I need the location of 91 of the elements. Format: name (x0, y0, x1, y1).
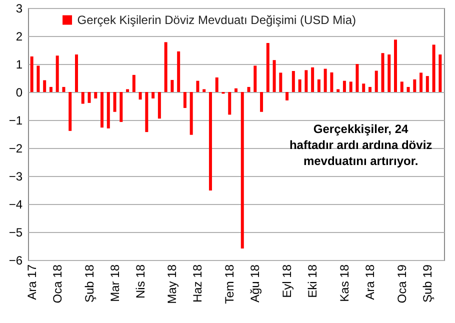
bar (234, 88, 238, 92)
bar (88, 92, 91, 103)
bar (336, 89, 340, 92)
bar (279, 72, 282, 92)
x-tick-label: Ara 18 (362, 264, 377, 300)
bar (342, 80, 346, 92)
y-tick-label: −5 (8, 226, 23, 240)
bar (240, 92, 244, 249)
y-tick-label: −4 (8, 198, 23, 212)
bar (215, 77, 218, 92)
bar (420, 72, 423, 92)
bar (426, 76, 429, 92)
bar (374, 70, 378, 92)
bar (394, 40, 398, 92)
bar (106, 92, 110, 128)
x-tick-label: May 18 (165, 264, 180, 304)
bar (120, 92, 123, 122)
annotation: Gerçekkişiler, 24 haftadır ardı ardına döviz mevduatını artırıyor. (289, 122, 432, 168)
bar (260, 92, 264, 112)
bar (158, 92, 161, 119)
bar (292, 71, 295, 92)
x-tick-label: Oca 18 (50, 264, 64, 304)
bar (356, 64, 359, 92)
bar (413, 79, 416, 92)
bar (381, 53, 384, 92)
bar (330, 72, 334, 92)
x-tick-label: Şub 19 (420, 264, 434, 303)
bar (94, 92, 98, 98)
bar (170, 80, 174, 92)
x-tick-label: Oca 19 (394, 264, 409, 304)
x-tick-label: Ara 17 (24, 264, 39, 300)
bar (36, 66, 40, 92)
x-tick-label: Haz 18 (190, 264, 205, 303)
bar (68, 92, 72, 131)
y-tick-label: −2 (8, 142, 23, 156)
y-tick-label: −6 (8, 254, 23, 268)
bar (228, 92, 232, 115)
bar (145, 92, 148, 132)
bar (183, 92, 186, 108)
bar (49, 86, 52, 92)
x-tick-label: Eki 18 (306, 264, 320, 298)
y-tick-label: 2 (16, 30, 23, 44)
bar (311, 67, 314, 92)
bar (138, 92, 142, 100)
bar (74, 54, 78, 92)
bar (247, 86, 250, 92)
x-tick-label: Ağu 18 (248, 264, 262, 303)
bar (254, 66, 257, 92)
bar (81, 92, 84, 104)
bar (272, 60, 276, 92)
bar (113, 92, 116, 112)
bar (298, 79, 302, 92)
x-tick-label: Şub 18 (82, 264, 96, 303)
x-tick-label: Eyl 18 (280, 264, 294, 298)
bar (304, 70, 308, 92)
bar (202, 89, 206, 92)
bar (438, 54, 442, 92)
bar (349, 82, 352, 92)
bar (177, 51, 180, 92)
bar (152, 92, 155, 98)
bar (432, 44, 436, 92)
legend-label: Gerçek Kişilerin Döviz Mevduatı Değişimi (USD Mia) (77, 13, 356, 27)
x-tick-label: Kas 18 (337, 264, 352, 302)
bar (368, 86, 372, 92)
bar (164, 42, 168, 92)
y-tick-label: 0 (16, 86, 23, 100)
x-tick-label: Mar 18 (108, 264, 122, 302)
bar (196, 80, 200, 92)
x-tick-label: Tem 18 (222, 264, 237, 304)
bar (406, 86, 410, 92)
bar (324, 68, 327, 92)
bar (132, 74, 136, 92)
bar (317, 79, 320, 92)
bar (190, 92, 193, 135)
bar (56, 56, 59, 92)
bar (286, 92, 289, 100)
bar (100, 92, 104, 128)
y-tick-label: 3 (16, 2, 23, 16)
y-tick-label: −3 (8, 170, 23, 184)
bar (62, 86, 66, 92)
bar (388, 54, 391, 92)
y-tick-label: −1 (8, 114, 23, 128)
bar (400, 82, 404, 92)
bar (30, 56, 34, 92)
x-tick-label: Nis 18 (133, 264, 148, 299)
bar (208, 92, 212, 191)
bar (43, 80, 46, 92)
bar (362, 84, 366, 92)
bar (126, 89, 130, 92)
y-tick-label: 1 (16, 58, 23, 72)
bar (266, 43, 270, 92)
